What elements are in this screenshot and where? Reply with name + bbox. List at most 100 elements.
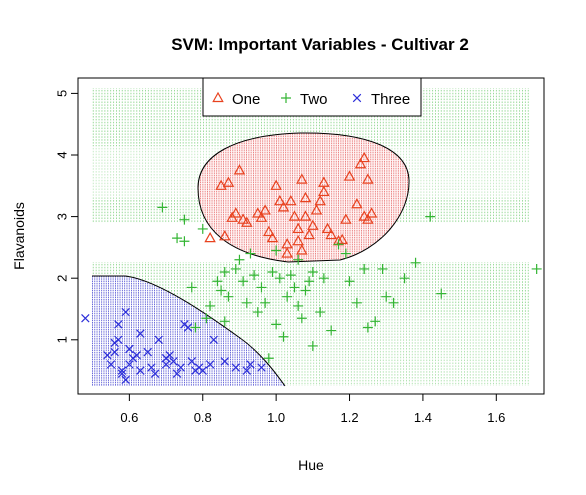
point-two bbox=[197, 223, 208, 234]
point-three bbox=[103, 350, 112, 360]
x-tick-label: 1.2 bbox=[340, 410, 358, 425]
point-two bbox=[362, 322, 373, 333]
point-two bbox=[315, 307, 326, 318]
y-tick-label: 5 bbox=[54, 90, 69, 97]
series-two bbox=[157, 202, 542, 364]
x-tick-label: 1.4 bbox=[414, 410, 432, 425]
point-two bbox=[245, 248, 256, 259]
point-one bbox=[365, 207, 378, 218]
point-one bbox=[274, 194, 286, 206]
point-three bbox=[121, 375, 130, 385]
point-two bbox=[370, 316, 381, 327]
point-three bbox=[165, 350, 174, 360]
series-three bbox=[81, 307, 266, 385]
legend-marker-one bbox=[212, 91, 224, 103]
point-two bbox=[205, 300, 216, 311]
point-two bbox=[289, 282, 300, 293]
point-three bbox=[81, 314, 90, 323]
chart-title: SVM: Important Variables - Cultivar 2 bbox=[171, 35, 469, 54]
point-two bbox=[307, 267, 318, 278]
point-two bbox=[219, 316, 230, 327]
point-one bbox=[314, 194, 326, 206]
point-three bbox=[220, 357, 229, 366]
legend-box bbox=[202, 77, 422, 117]
x-axis: 0.6 0.8 1.0 1.2 1.4 1.6 bbox=[120, 393, 505, 425]
point-two bbox=[381, 291, 392, 302]
point-two bbox=[278, 331, 289, 342]
legend-item-one: One bbox=[212, 91, 260, 108]
legend-marker-two bbox=[281, 93, 291, 103]
x-axis-label: Hue bbox=[298, 457, 324, 473]
point-two bbox=[293, 254, 304, 265]
point-two bbox=[340, 248, 351, 259]
point-two bbox=[157, 202, 168, 213]
point-two bbox=[216, 285, 227, 296]
data-points bbox=[81, 151, 542, 385]
point-one bbox=[299, 210, 312, 221]
point-three bbox=[183, 323, 193, 332]
point-one bbox=[321, 222, 334, 234]
point-one bbox=[303, 228, 315, 240]
point-one bbox=[340, 213, 352, 224]
point-three bbox=[246, 360, 255, 369]
point-three bbox=[242, 366, 252, 375]
point-two bbox=[399, 273, 410, 284]
point-one bbox=[270, 179, 282, 190]
legend-marker-three bbox=[352, 93, 362, 103]
legend-label-two: Two bbox=[300, 91, 328, 108]
point-two bbox=[186, 282, 197, 293]
point-three bbox=[121, 307, 130, 317]
y-tick-label: 3 bbox=[54, 213, 69, 220]
point-one bbox=[241, 216, 253, 227]
point-one bbox=[292, 222, 304, 234]
point-two bbox=[282, 291, 293, 302]
legend: One Two Three bbox=[202, 77, 422, 117]
point-one bbox=[362, 213, 374, 224]
legend-item-three: Three bbox=[352, 91, 410, 108]
point-two bbox=[436, 288, 447, 299]
point-two bbox=[307, 340, 318, 351]
point-two bbox=[271, 319, 282, 330]
point-one bbox=[299, 191, 312, 203]
legend-label-three: Three bbox=[371, 91, 410, 108]
point-two bbox=[219, 267, 230, 278]
point-two bbox=[263, 353, 274, 364]
point-three bbox=[187, 357, 196, 366]
point-two bbox=[234, 254, 245, 265]
point-one bbox=[351, 198, 363, 209]
point-two bbox=[326, 325, 337, 336]
series-one bbox=[204, 151, 378, 258]
point-two bbox=[377, 263, 388, 274]
point-one bbox=[263, 225, 275, 237]
point-one bbox=[204, 231, 216, 243]
point-three bbox=[205, 360, 215, 369]
point-three bbox=[150, 369, 160, 378]
point-two bbox=[285, 270, 296, 281]
point-three bbox=[161, 360, 171, 369]
point-three bbox=[132, 350, 141, 360]
point-two bbox=[256, 282, 267, 293]
point-one bbox=[296, 173, 308, 184]
point-two bbox=[300, 285, 311, 296]
legend-label-one: One bbox=[232, 91, 260, 108]
point-two bbox=[359, 263, 370, 274]
point-two bbox=[333, 239, 344, 250]
point-one bbox=[336, 233, 348, 245]
point-one bbox=[277, 201, 290, 212]
point-one bbox=[310, 204, 323, 215]
y-tick-label: 2 bbox=[54, 275, 69, 282]
point-one bbox=[307, 219, 319, 230]
point-two bbox=[172, 233, 183, 244]
point-two bbox=[274, 273, 285, 284]
y-tick-label: 1 bbox=[54, 336, 69, 343]
point-one bbox=[233, 164, 246, 175]
point-one bbox=[252, 207, 264, 218]
point-one bbox=[325, 228, 337, 240]
point-two bbox=[223, 291, 234, 302]
point-three bbox=[117, 366, 127, 375]
y-tick-label: 4 bbox=[54, 151, 69, 158]
point-three bbox=[143, 347, 152, 357]
point-one bbox=[296, 244, 308, 255]
y-axis-label: Flavanoids bbox=[11, 202, 27, 270]
